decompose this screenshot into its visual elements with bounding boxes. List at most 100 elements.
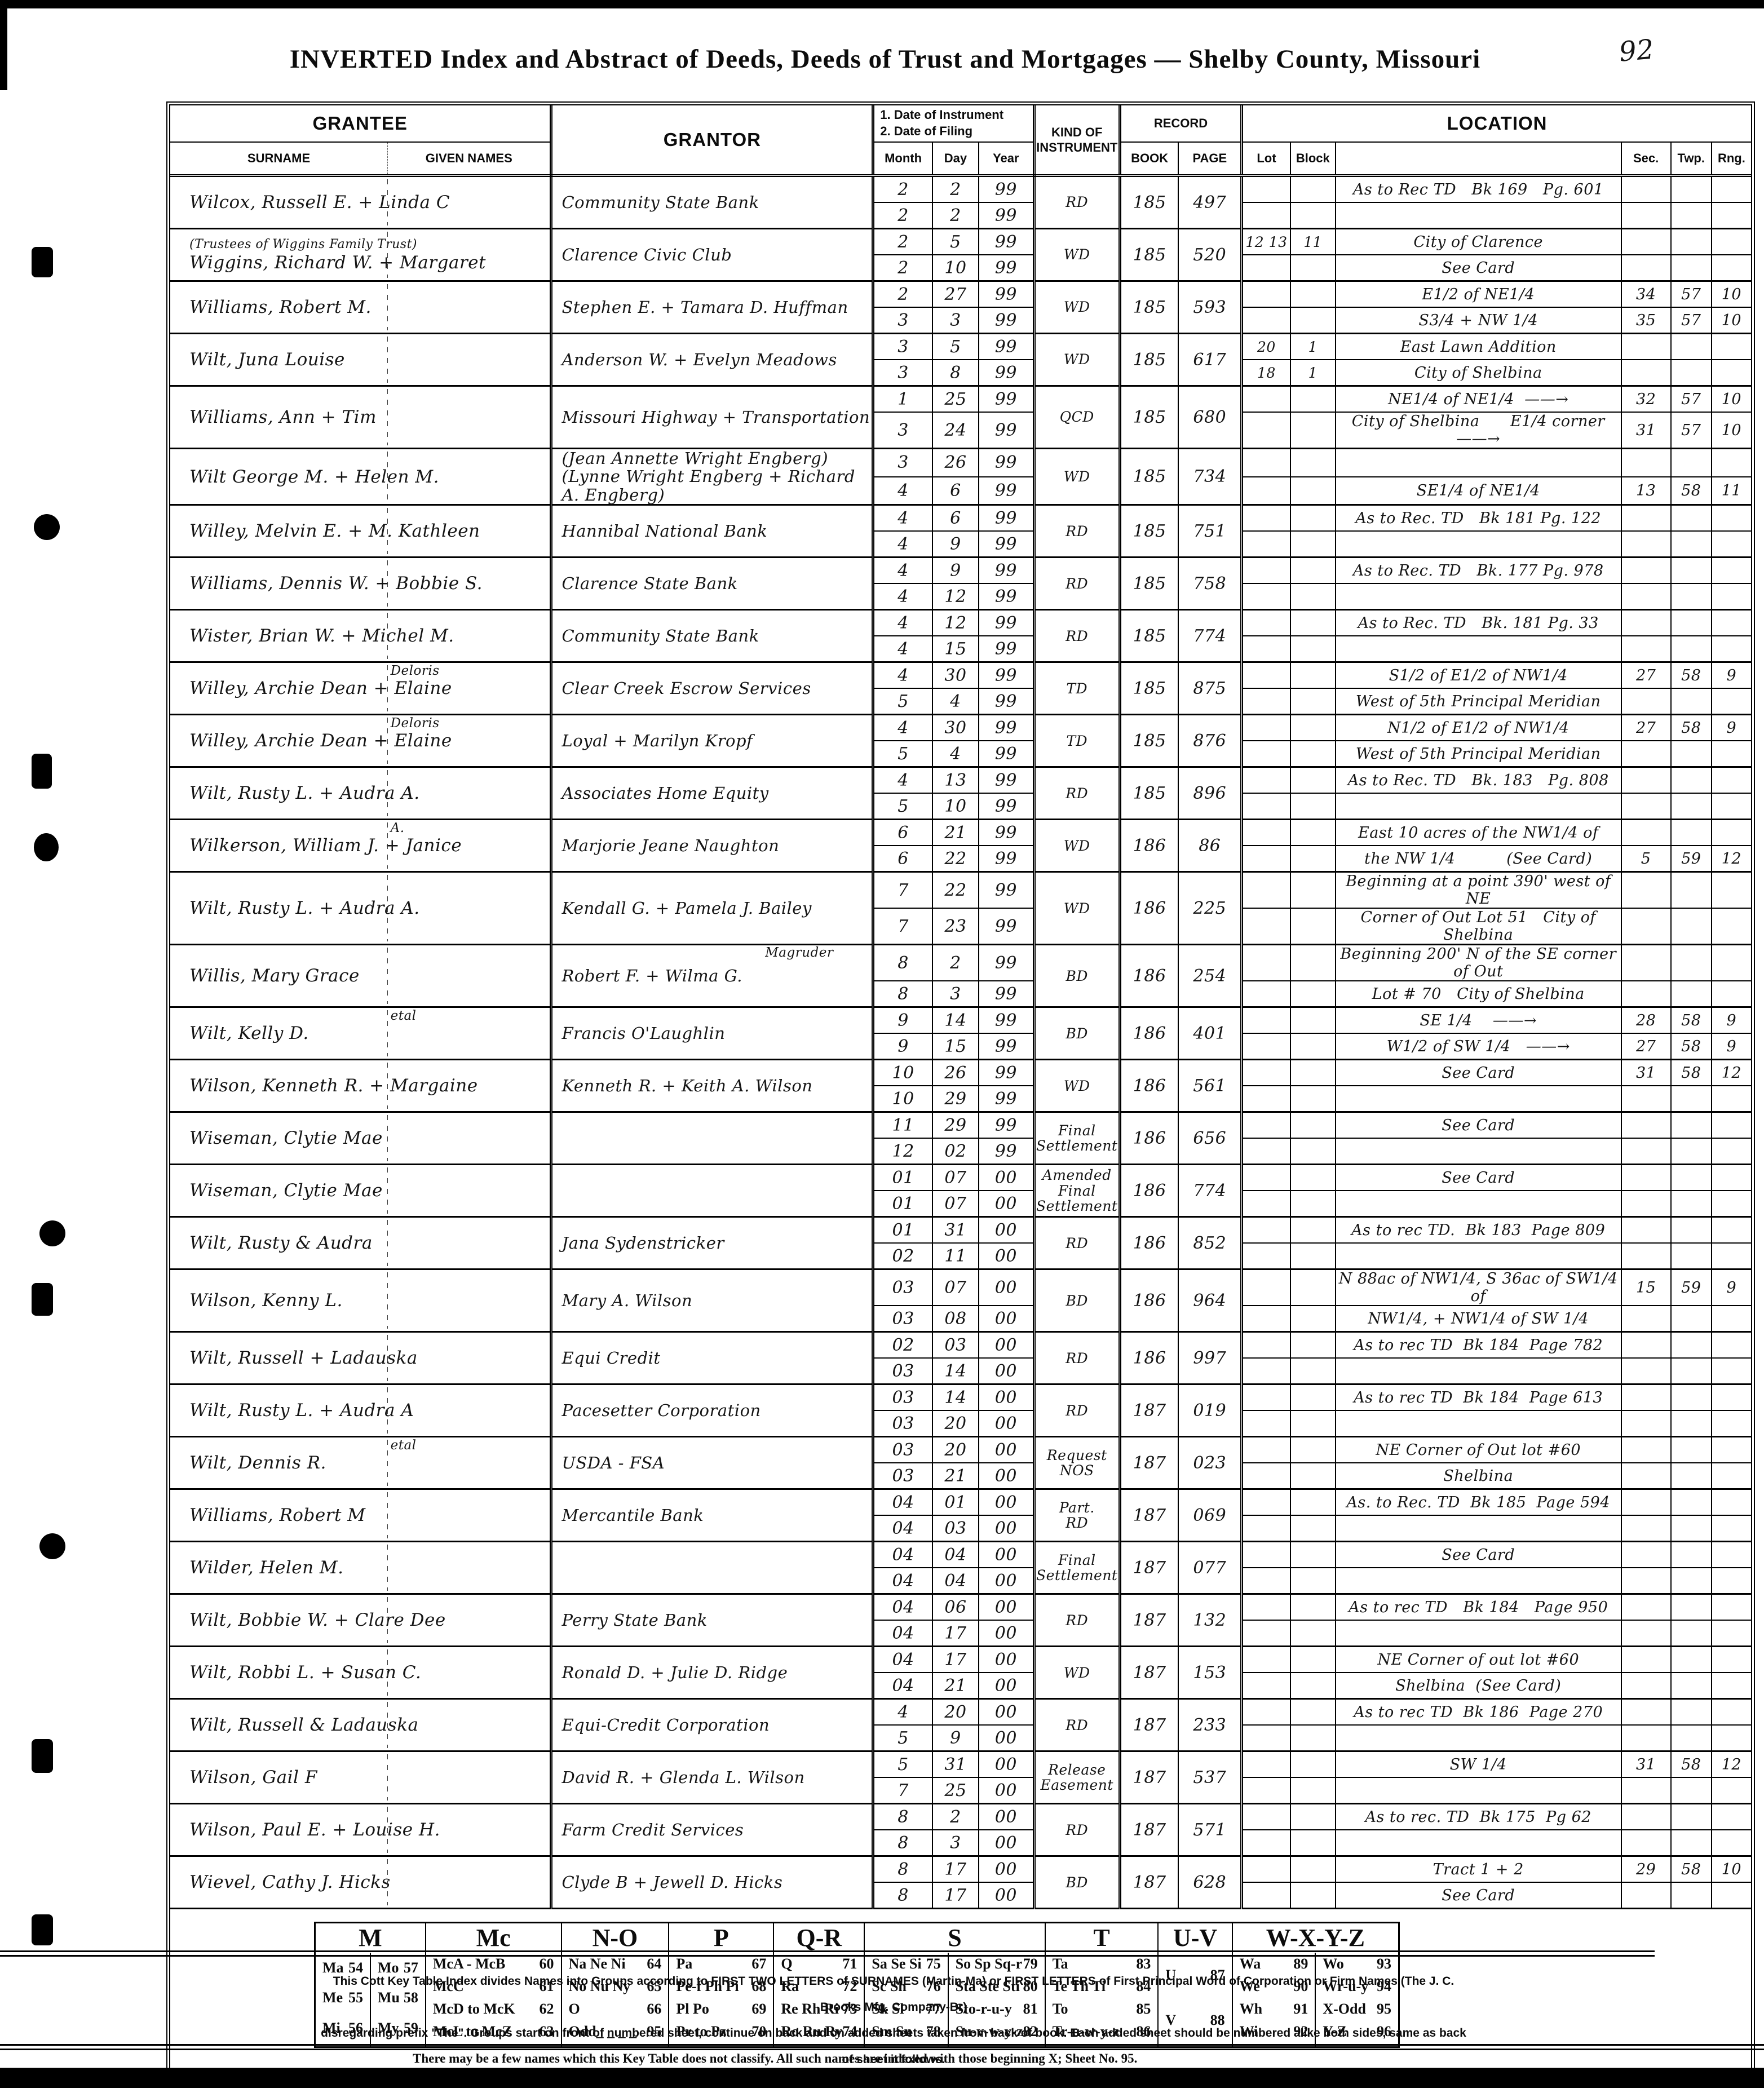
sec-cell (1620, 1164, 1671, 1192)
lot-cell (1240, 386, 1290, 413)
sec-cell (1620, 531, 1671, 559)
grantor-name: Pacesetter Corporation (562, 1401, 761, 1421)
record-book-cell: 186 (1118, 1269, 1179, 1333)
key-entry: We 90 (1233, 1978, 1315, 1995)
key-group-columns: Wa 89 We 90 Wh 91 Wi 92 Wo 93 Wr-u-y 94 X-Odd 95 Y-Z 96 (1233, 1953, 1398, 2047)
sec-cell (1620, 583, 1671, 611)
grantee-cell: Deloris Willey, Archie Dean + Elaine (170, 662, 551, 716)
grantee-wrap: Williams, Robert M. (170, 282, 550, 333)
key-entry: Su-v-w-y-z 82 (949, 2023, 1045, 2040)
grantee-superscript: etal (390, 1008, 417, 1024)
date2-day: 17 (931, 1882, 979, 1910)
grantor-wrap: Stephen E. + Tamara D. Huffman (552, 282, 872, 333)
grantee-cell: Wilt, Rusty L. + Audra A (170, 1384, 551, 1438)
kind-of-instrument-cell: WD (1032, 333, 1120, 387)
date2-day: 3 (931, 1830, 979, 1857)
lot-cell: 18 (1240, 360, 1290, 387)
date2-year: 99 (978, 255, 1034, 282)
twp-cell (1670, 1725, 1712, 1753)
grantor-cell: Ronald D. + Julie D. Ridge (550, 1646, 873, 1700)
record-book-cell: 186 (1118, 1007, 1179, 1061)
grantee-cell: Wievel, Cathy J. Hicks (170, 1856, 551, 1910)
lot-cell (1240, 981, 1290, 1008)
rng-cell (1710, 1646, 1751, 1674)
rng-cell: 12 (1710, 1059, 1751, 1087)
key-entry-label: Su-v-w-y-z (955, 2023, 1023, 2040)
kind-of-instrument-cell: WD (1032, 1059, 1120, 1113)
date1-month: 03 (872, 1436, 932, 1464)
date2-day: 4 (931, 688, 979, 716)
key-entry: Mo 57 (371, 1959, 425, 1976)
block-cell (1289, 175, 1336, 203)
twp-cell (1670, 1673, 1712, 1700)
lot-cell (1240, 1646, 1290, 1674)
key-group-columns: McA - McB 60 McC 61 McD to McK 62 McL to McZ 63 (426, 1953, 561, 2046)
block-cell (1289, 1358, 1336, 1386)
date1-month: 2 (872, 228, 932, 255)
date1-day: 26 (931, 448, 979, 477)
date2-day: 23 (931, 908, 979, 946)
binder-mark (32, 754, 52, 789)
twp-cell (1670, 1882, 1712, 1910)
key-entry-label: Re Rh Ri (781, 2001, 839, 2018)
date1-year: 99 (978, 1112, 1034, 1139)
block-cell (1289, 412, 1336, 449)
grantee-superscript: etal (390, 1438, 417, 1453)
block-cell (1289, 1410, 1336, 1438)
twp-cell (1670, 767, 1712, 794)
grantee-cell: Wilt, Rusty L. + Audra A. (170, 767, 551, 821)
block-cell (1289, 448, 1336, 477)
key-entry-sheet-number: 65 (647, 1978, 662, 1995)
grantor-name: USDA - FSA (562, 1453, 665, 1473)
sec-cell: 27 (1620, 1033, 1671, 1061)
block-cell (1289, 1191, 1336, 1218)
location-desc: N1/2 of E1/2 of NW1/4 (1334, 714, 1621, 742)
key-entry: Te Th Ti 84 (1046, 1978, 1158, 1995)
location-desc: West of 5th Principal Meridian (1334, 741, 1621, 768)
twp-cell: 58 (1670, 1033, 1712, 1061)
grantor-name: Jana Sydenstricker (562, 1233, 724, 1253)
twp-cell (1670, 1594, 1712, 1621)
kind-of-instrument-cell: RD (1032, 609, 1120, 663)
record-book-cell: 187 (1118, 1489, 1179, 1543)
grantor-wrap: Mary A. Wilson (552, 1270, 872, 1331)
lot-cell (1240, 1673, 1290, 1700)
location-desc: City of Shelbina E1/4 corner ——→ (1334, 412, 1621, 449)
grantor-cell: Mercantile Bank (550, 1489, 873, 1543)
grantor-wrap: Ronald D. + Julie D. Ridge (552, 1647, 872, 1698)
date1-day: 30 (931, 714, 979, 742)
grantor-name: David R. + Glenda L. Wilson (562, 1768, 805, 1788)
grantee-name: Wilt, Juna Louise (189, 350, 345, 370)
block-cell (1289, 1033, 1336, 1061)
lot-cell (1240, 1568, 1290, 1595)
sec-cell (1620, 1541, 1671, 1569)
key-column: McA - McB 60 McC 61 McD to McK 62 McL to McZ 63 (426, 1953, 561, 2046)
lot-cell (1240, 281, 1290, 308)
kind-of-instrument-cell: TD (1032, 714, 1120, 768)
date2-year: 99 (978, 476, 1034, 506)
block-cell (1289, 1007, 1336, 1034)
twp-cell: 59 (1670, 846, 1712, 873)
key-entry: Sc Sh 76 (865, 1978, 947, 1995)
lot-cell (1240, 1725, 1290, 1753)
lot-cell (1240, 1463, 1290, 1490)
date2-day: 15 (931, 636, 979, 663)
lot-cell (1240, 1216, 1290, 1244)
key-column: Mo 57 Mu 58 My 59 (369, 1953, 425, 2047)
rng-cell (1710, 505, 1751, 532)
key-group-header: U-V (1173, 1924, 1218, 1952)
divider-rule (0, 1950, 1655, 1957)
record-book-cell: 187 (1118, 1541, 1179, 1595)
kind-of-instrument-cell: WD (1032, 819, 1120, 873)
date2-year: 00 (978, 1777, 1034, 1805)
grantee-name: Wilt, Russell + Ladauska (189, 1348, 418, 1369)
date1-day: 6 (931, 505, 979, 532)
record-page-cell: 254 (1178, 944, 1242, 1008)
record-page-cell: 069 (1178, 1489, 1242, 1543)
location-desc (1334, 1515, 1621, 1543)
location-desc: Corner of Out Lot 51 City of Shelbina (1334, 908, 1621, 946)
grantee-name: Wilt, Kelly D. (189, 1023, 309, 1044)
key-entry-sheet-number: 85 (1136, 2001, 1151, 2018)
twp-cell (1670, 1541, 1712, 1569)
date1-year: 00 (978, 1164, 1034, 1192)
